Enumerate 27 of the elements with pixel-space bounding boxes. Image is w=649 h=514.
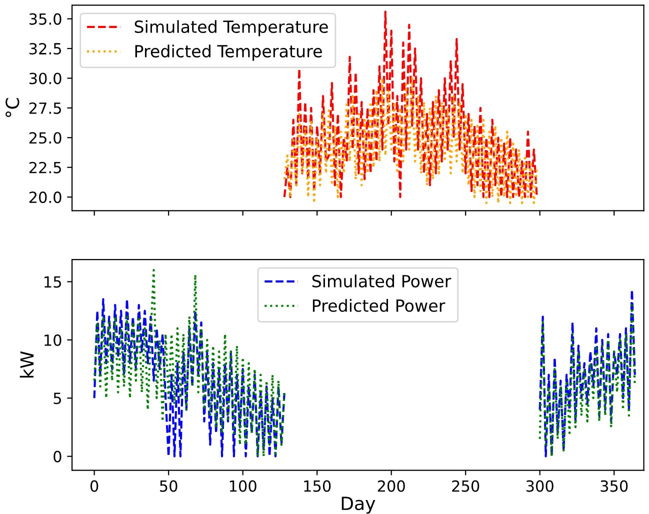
y-tick-label: 22.5: [29, 162, 61, 174]
y-tick-label: 25.0: [29, 132, 62, 144]
y-axis-title: kW: [20, 351, 34, 378]
x-tick-label: 200: [378, 480, 405, 492]
y-axis-title: °C: [6, 98, 20, 118]
legend-label: Predicted Power: [312, 299, 446, 312]
y-tick-label: 15: [44, 276, 61, 288]
y-tick-label: 27.5: [29, 102, 61, 114]
x-tick-label: 50: [160, 480, 178, 492]
x-tick-label: 100: [230, 480, 256, 492]
x-tick-label: 350: [600, 480, 628, 492]
y-tick-label: 5: [54, 392, 61, 404]
line-series: [283, 77, 538, 204]
legend-label: Simulated Power: [312, 274, 452, 288]
y-tick-label: 10: [44, 334, 62, 346]
x-tick-label: 250: [452, 480, 480, 492]
y-tick-label: 35.0: [29, 13, 62, 25]
x-tick-label: 150: [304, 480, 331, 492]
legend-label: Simulated Temperature: [134, 20, 328, 36]
y-tick-label: 30.0: [29, 72, 62, 84]
legend-label: Predicted Temperature: [135, 44, 322, 61]
x-axis-title: Day: [342, 496, 376, 514]
x-tick-label: 300: [526, 480, 554, 492]
y-tick-label: 0: [54, 450, 62, 462]
x-tick-label: 0: [90, 480, 98, 492]
y-tick-label: 20.0: [29, 192, 62, 204]
y-tick-label: 32.5: [29, 42, 61, 55]
